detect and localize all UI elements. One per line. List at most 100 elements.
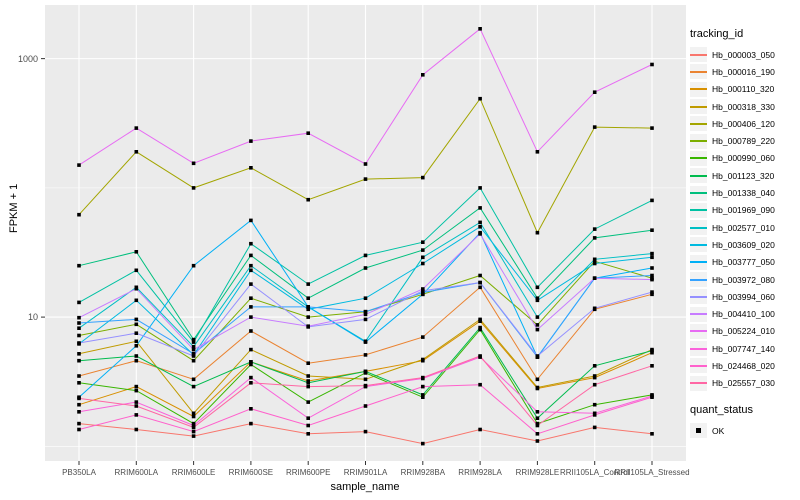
legend-title: tracking_id bbox=[690, 28, 744, 40]
legend-key-swatch bbox=[690, 150, 707, 166]
data-point bbox=[249, 241, 253, 246]
data-point bbox=[535, 432, 540, 436]
legend-key-swatch bbox=[690, 81, 707, 97]
data-point bbox=[592, 259, 597, 264]
legend-item: Hb_000016_190 bbox=[690, 63, 800, 80]
data-point bbox=[363, 404, 368, 408]
x-tick-label: RRIM928LE bbox=[515, 468, 560, 477]
data-point bbox=[306, 324, 310, 328]
data-point bbox=[535, 416, 540, 420]
data-point bbox=[77, 396, 81, 401]
data-point bbox=[650, 350, 654, 355]
data-point bbox=[191, 414, 196, 419]
legend-item: Hb_003972_080 bbox=[690, 271, 800, 288]
data-point bbox=[77, 212, 81, 217]
data-point bbox=[249, 381, 253, 385]
legend-key-swatch bbox=[690, 254, 707, 270]
legend-item-label: Hb_001338_040 bbox=[712, 188, 775, 199]
data-point bbox=[650, 432, 654, 436]
legend-item-label: Hb_001969_090 bbox=[712, 205, 775, 216]
data-point bbox=[478, 285, 482, 290]
data-point bbox=[363, 340, 368, 344]
data-point bbox=[592, 364, 597, 368]
legend-key-swatch bbox=[690, 289, 707, 305]
data-point bbox=[363, 377, 368, 382]
data-point bbox=[77, 381, 81, 385]
legend-item-label: Hb_003994_060 bbox=[712, 291, 775, 302]
data-point bbox=[363, 353, 368, 357]
data-point bbox=[191, 384, 196, 389]
data-point bbox=[478, 427, 482, 432]
legend-key-swatch bbox=[690, 341, 707, 357]
data-point bbox=[134, 354, 139, 358]
data-point bbox=[535, 327, 540, 332]
data-point bbox=[249, 268, 253, 273]
data-point bbox=[478, 96, 482, 101]
data-point bbox=[421, 248, 425, 252]
data-point bbox=[478, 327, 482, 332]
data-point bbox=[249, 218, 253, 223]
legend-items: Hb_000003_050 Hb_000016_190 Hb_000110_320 H… bbox=[690, 46, 800, 392]
data-point bbox=[306, 315, 310, 319]
data-point bbox=[191, 423, 196, 428]
data-point bbox=[363, 383, 368, 388]
data-point bbox=[134, 150, 139, 154]
data-point bbox=[134, 331, 139, 335]
data-point bbox=[191, 358, 196, 363]
legend-item: Hb_024468_020 bbox=[690, 357, 800, 374]
data-point bbox=[535, 385, 540, 390]
data-point bbox=[535, 439, 540, 443]
data-point bbox=[134, 404, 139, 408]
data-point bbox=[421, 393, 425, 397]
data-point bbox=[478, 186, 482, 190]
data-point bbox=[306, 416, 310, 420]
data-point bbox=[191, 344, 196, 349]
data-point bbox=[134, 413, 139, 417]
data-point bbox=[134, 427, 139, 432]
data-point bbox=[77, 358, 81, 363]
data-point bbox=[592, 402, 597, 407]
legend-key-swatch bbox=[690, 47, 707, 63]
ok-point-swatch bbox=[690, 423, 707, 439]
data-point bbox=[650, 126, 654, 130]
data-point bbox=[363, 296, 368, 300]
data-point bbox=[535, 423, 540, 428]
data-point bbox=[363, 266, 368, 270]
legend-item: Hb_000789_220 bbox=[690, 132, 800, 149]
data-point bbox=[77, 333, 81, 338]
legend-key-swatch bbox=[690, 358, 707, 374]
data-point bbox=[535, 150, 540, 154]
data-point bbox=[592, 413, 597, 417]
data-point bbox=[478, 325, 482, 330]
data-point bbox=[421, 335, 425, 339]
data-point bbox=[363, 317, 368, 322]
data-point bbox=[249, 139, 253, 143]
legend-item-label: Hb_007747_140 bbox=[712, 343, 775, 354]
data-point bbox=[535, 377, 540, 382]
data-point bbox=[592, 227, 597, 231]
data-point bbox=[592, 374, 597, 378]
legend-key-swatch bbox=[690, 185, 707, 201]
data-point bbox=[191, 425, 196, 430]
legend-key-swatch bbox=[690, 168, 707, 184]
data-point bbox=[478, 232, 482, 236]
legend-item-label: Hb_002577_010 bbox=[712, 222, 775, 233]
data-point bbox=[478, 382, 482, 387]
legend-item: Hb_005224_010 bbox=[690, 323, 800, 340]
data-point bbox=[306, 307, 310, 312]
data-point bbox=[306, 282, 310, 286]
data-point bbox=[134, 400, 139, 404]
legend-item-label: Hb_000003_050 bbox=[712, 49, 775, 60]
data-point bbox=[592, 257, 597, 262]
data-point bbox=[592, 125, 597, 129]
legend-item-label: Hb_003972_080 bbox=[712, 274, 775, 285]
data-point bbox=[421, 255, 425, 260]
legend-item: Hb_025557_030 bbox=[690, 375, 800, 392]
legend-item-label: Hb_000990_060 bbox=[712, 153, 775, 164]
data-point bbox=[650, 266, 654, 270]
x-tick-label: RRII105LA_Stressed bbox=[614, 468, 690, 477]
legend-key-swatch bbox=[690, 237, 707, 253]
data-point bbox=[592, 382, 597, 387]
data-point bbox=[306, 432, 310, 436]
